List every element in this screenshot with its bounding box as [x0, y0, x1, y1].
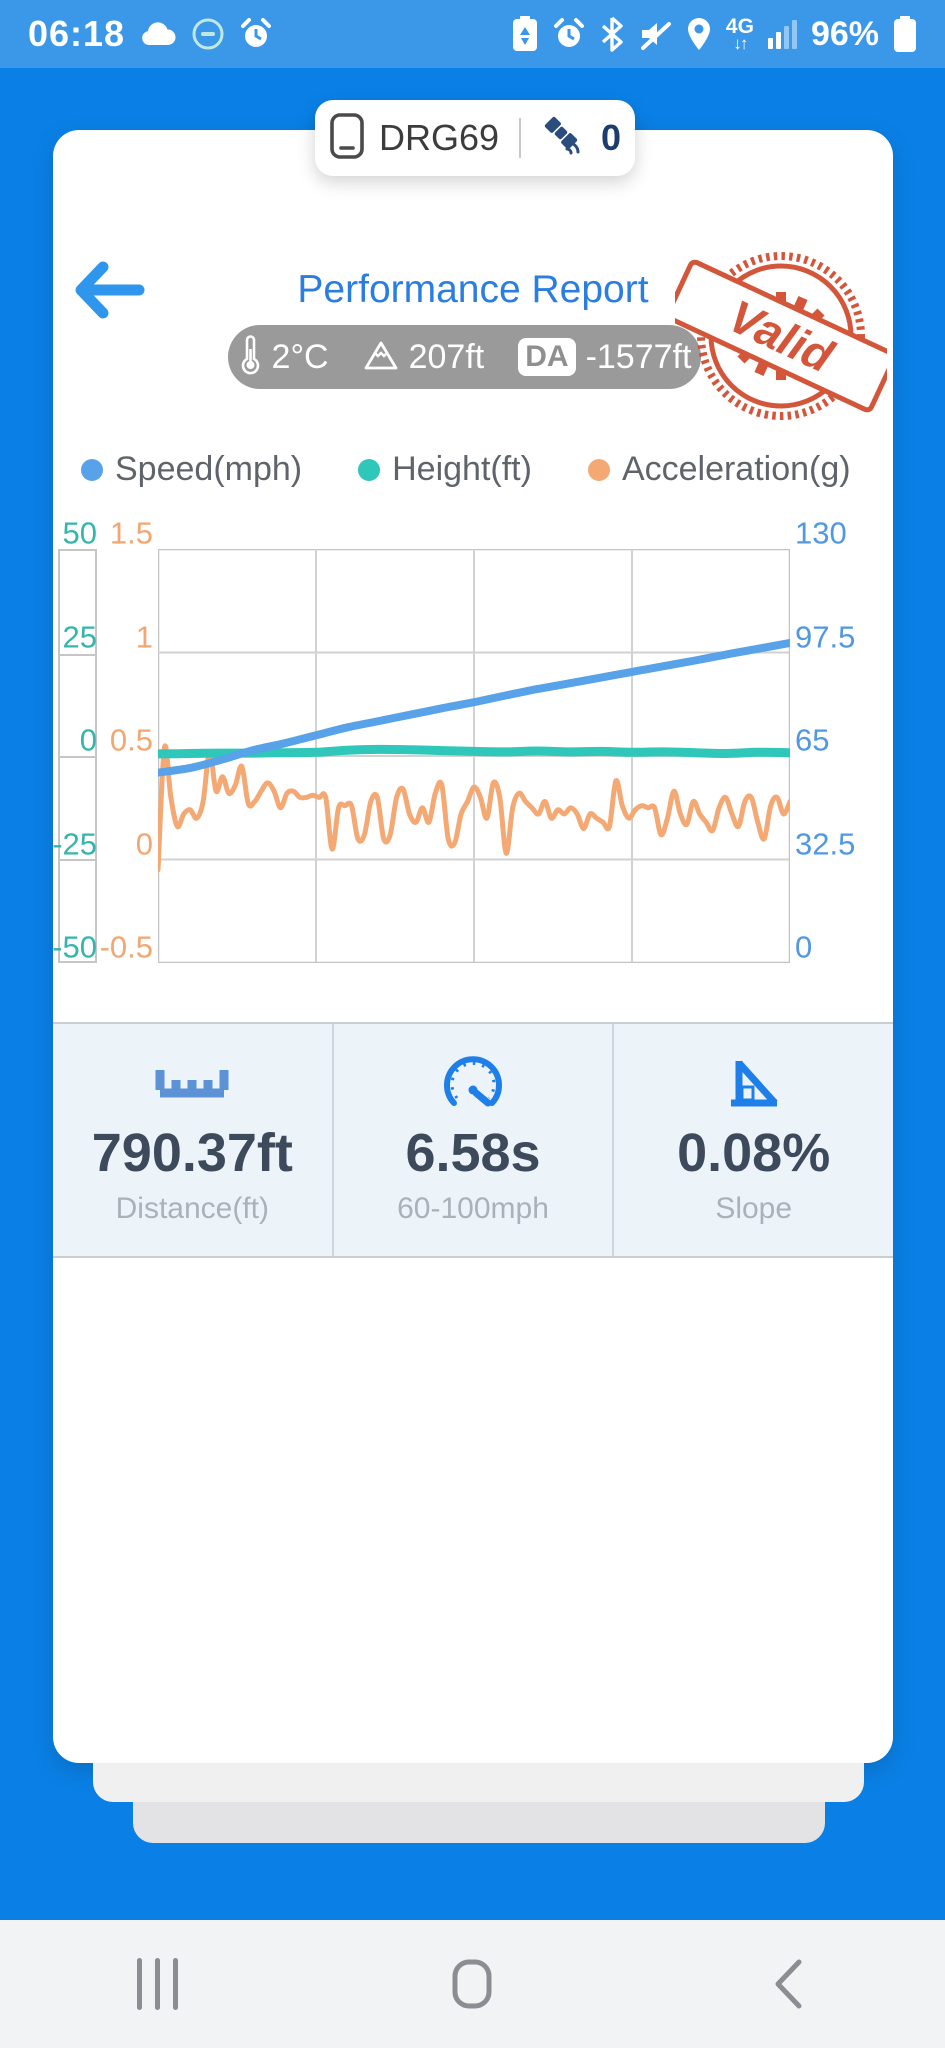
conditions-pill: 2°C 207ft DA -1577ft [228, 325, 701, 389]
axis-tick-label: 0 [79, 722, 97, 758]
legend-dot [587, 458, 610, 481]
device-name: DRG69 [378, 117, 499, 158]
chart-plot-area[interactable] [158, 549, 790, 963]
stat-label: Slope [715, 1192, 793, 1225]
legend-item-1[interactable]: Speed(mph) [81, 450, 302, 489]
alarm-icon [239, 17, 273, 51]
chart-legend: Speed(mph) Height(ft) Acceleration(g) [81, 450, 881, 489]
legend-label: Acceleration(g) [621, 450, 851, 488]
axis-tick-label: 0 [135, 826, 153, 861]
axis-tick-label: -50 [52, 929, 97, 965]
status-bar: 06:18 [0, 0, 945, 68]
mute-icon [638, 17, 672, 51]
legend-item-3[interactable]: Acceleration(g) [587, 450, 851, 489]
axis-tick-label: 65 [795, 722, 830, 758]
back-button[interactable] [67, 252, 151, 328]
acceleration-axis-labels: 1.5 1 0.5 0 -0.5 [100, 518, 153, 963]
stat-accel-time: 6.58s 60-100mph [331, 1024, 613, 1256]
axis-tick-label: 50 [62, 515, 97, 551]
divider [519, 118, 521, 158]
temperature-value: 2°C [271, 337, 329, 376]
speed-axis-labels: 130 97.5 65 32.5 0 [795, 518, 885, 965]
series-acceleration-g- [158, 743, 790, 873]
stat-label: 60-100mph [397, 1192, 549, 1225]
series-height-ft- [158, 744, 790, 759]
bluetooth-icon [600, 16, 624, 52]
stacked-sheet-2 [133, 1802, 825, 1843]
device-pill[interactable]: DRG69 0 [315, 100, 635, 176]
axis-tick-label: 1.5 [109, 515, 153, 551]
axis-tick-label: 130 [795, 515, 847, 551]
axis-tick-label: 97.5 [795, 619, 856, 654]
density-altitude-value: -1577ft [585, 337, 692, 376]
axis-tick-label: 0.5 [109, 722, 153, 758]
app-badge-icon [191, 17, 225, 51]
altitude-value: 207ft [408, 337, 485, 376]
performance-chart: 50 25 0 -25 -50 1.5 1 0.5 0 -0.5 130 97.5 65 32.5 0 [52, 518, 893, 965]
cloud-icon [139, 20, 177, 48]
battery-saver-icon [512, 16, 538, 52]
back-icon[interactable] [718, 1920, 858, 2048]
4g-network-icon: 4G ↓↑ [725, 15, 754, 53]
legend-dot [358, 458, 381, 481]
satellite-icon [541, 113, 587, 164]
axis-tick-label: 0 [795, 929, 813, 965]
legend-dot [81, 458, 103, 481]
location-icon [686, 17, 712, 51]
slope-icon [725, 1056, 783, 1112]
axis-tick-label: 25 [62, 619, 97, 654]
report-card: Performance Report 2°C 207ft DA -1577ft [52, 130, 897, 1763]
stacked-sheet-1 [93, 1763, 864, 1802]
series-speed-mph- [158, 638, 790, 777]
legend-item-2[interactable]: Height(ft) [358, 450, 532, 489]
battery-icon [893, 16, 917, 52]
device-icon [329, 112, 365, 165]
stats-row: 790.37ft Distance(ft) 6.58s 60-100mph 0.… [53, 1022, 893, 1258]
signal-bars-icon [767, 19, 797, 49]
thermometer-icon [238, 334, 262, 380]
stat-value: 0.08% [677, 1123, 831, 1183]
stat-value: 6.58s [405, 1123, 541, 1183]
axis-tick-label: -25 [52, 826, 97, 861]
axis-tick-label: 1 [135, 619, 153, 654]
height-axis-labels: 50 25 0 -25 -50 [47, 518, 97, 965]
legend-label: Speed(mph) [115, 450, 303, 488]
axis-tick-label: -0.5 [99, 929, 153, 965]
legend-label: Height(ft) [392, 450, 532, 488]
stat-label: Distance(ft) [115, 1192, 270, 1225]
valid-stamp: Valid [665, 230, 897, 442]
ruler-icon [155, 1056, 229, 1112]
recents-icon[interactable] [87, 1920, 227, 2048]
alarm-icon [552, 17, 586, 51]
mountain-icon [363, 339, 399, 376]
navigation-bar [0, 1920, 945, 2048]
home-icon[interactable] [402, 1920, 542, 2048]
stat-value: 790.37ft [91, 1123, 293, 1183]
satellite-count: 0 [601, 117, 622, 158]
height-axis-strip [58, 549, 97, 963]
page-title: Performance Report [297, 268, 649, 311]
clock-time: 06:18 [28, 13, 126, 54]
stat-distance: 790.37ft Distance(ft) [53, 1024, 332, 1256]
speedometer-icon [442, 1056, 504, 1112]
battery-percent: 96% [810, 14, 879, 53]
da-badge: DA [518, 338, 576, 376]
stat-slope: 0.08% Slope [612, 1024, 893, 1256]
axis-tick-label: 32.5 [795, 826, 856, 861]
